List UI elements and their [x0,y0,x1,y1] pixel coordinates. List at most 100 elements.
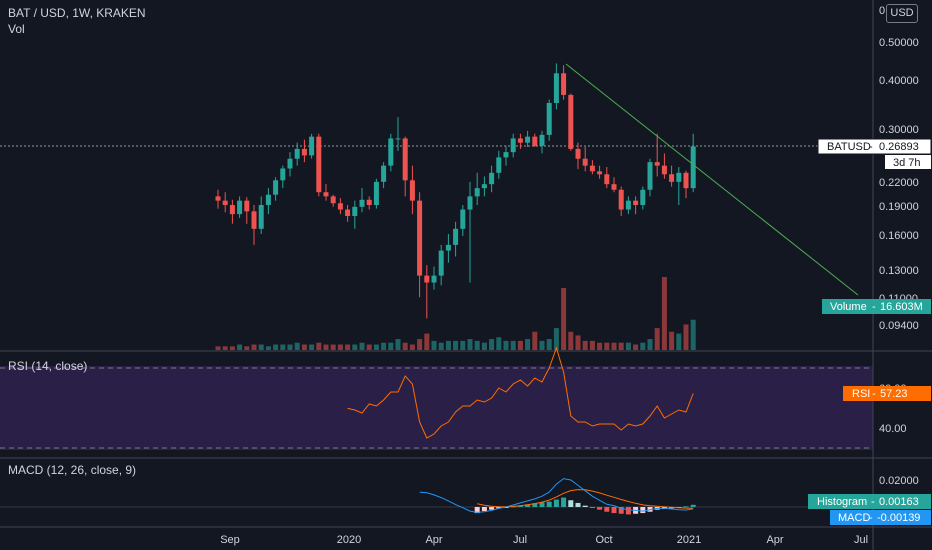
macd-histogram-bar [618,507,624,514]
candle [604,167,610,189]
time-tick: Apr [766,534,783,546]
volume-bar [496,337,502,350]
macd-histogram-bar [489,507,495,510]
macd-histogram-bar [597,507,603,510]
candle [316,133,322,197]
candle [388,133,394,172]
candle-body [474,188,480,197]
volume-bar [381,342,387,350]
candle-body [373,181,379,206]
volume-bar [647,339,653,350]
volume-label[interactable]: Vol [8,22,25,36]
candle-body [669,174,675,182]
rsi-title: RSI (14, close) [8,359,87,373]
candle-body [532,136,538,146]
candle-body [222,200,228,206]
candle-body [330,196,336,204]
rsi-series-line [347,346,694,439]
volume-bar [460,340,466,350]
volume-bar [359,342,365,350]
candle-body [661,165,667,175]
candle-body [409,180,415,201]
volume-bar [424,333,430,350]
trendline[interactable] [565,63,859,296]
candle [424,265,430,319]
macd-histogram-bar [568,500,574,507]
volume-bar [352,344,358,350]
rsi-tag: RSI - 57.23 [843,386,931,401]
candle-body [640,189,646,206]
candle-body [597,171,603,175]
time-tick: Jul [854,534,868,546]
macd-histogram-bar [683,506,689,508]
price-tick: 0.22000 [879,177,919,189]
candle [229,199,235,224]
macd-tick: 0.02000 [879,475,919,487]
candle-body [546,102,552,135]
candle-body [683,172,689,189]
volume-bar [366,344,372,350]
price-tick: 0.16000 [879,230,919,242]
volume-bar [215,346,221,350]
candle [244,197,250,224]
volume-bar [582,340,588,350]
volume-bar [323,344,329,350]
price-tag-box [817,138,932,155]
candle-body [625,200,631,210]
price-tick: 0.40000 [879,75,919,87]
candle-body [510,138,516,153]
time-axis[interactable]: Sep 2020 Apr Jul Oct 2021 Apr Jul [220,534,868,546]
price-tick: 0.19000 [879,201,919,213]
macd-histogram-bar [481,507,487,512]
volume-bar [618,342,624,350]
candle-body [553,73,559,103]
candle [395,117,401,151]
candle [532,133,538,148]
volume-bar [553,328,559,350]
candle [366,196,372,210]
candle [273,177,279,201]
macd-histogram-bar [611,507,617,514]
candle-body [460,209,466,229]
candle [633,196,639,215]
volume-bar [258,344,264,350]
histogram-tag-value: 0.00163 [879,496,919,508]
macd-line [419,478,694,513]
price-tick: 0.50000 [879,37,919,49]
price-tag: BATUSD - 0.26893 3d 7h [817,138,932,169]
candle-body [359,199,365,207]
candle [438,244,444,286]
macd-histogram-bar [575,502,581,507]
candle-body [517,138,523,143]
symbol-title[interactable]: BAT / USD, 1W, KRAKEN [8,6,146,20]
price-tag-symbol: BATUSD [827,141,871,153]
volume-bar [301,344,307,350]
candle-body [251,211,257,229]
candle-body [539,134,545,146]
volume-bar [244,346,250,350]
time-tick: 2020 [337,534,361,546]
volume-bar [229,346,235,350]
volume-bar [445,340,451,350]
candle-body [395,138,401,140]
candle [661,153,667,179]
candle-body [618,189,624,210]
candle-body [229,205,235,215]
volume-bar [237,344,243,350]
candle [330,194,336,207]
currency-button[interactable]: USD [886,4,918,23]
candle-body [496,157,502,173]
countdown-label: 3d 7h [893,157,921,169]
volume-bar [251,344,257,350]
candle-body [690,146,696,189]
volume-bar [409,344,415,350]
candle [251,205,257,245]
candle-body [237,200,243,215]
candle [301,139,307,163]
candle [237,196,243,218]
price-tag-value: 0.26893 [879,141,919,153]
candle [417,192,423,298]
rsi-line [347,346,694,439]
rsi-tag-name: RSI [852,388,870,400]
